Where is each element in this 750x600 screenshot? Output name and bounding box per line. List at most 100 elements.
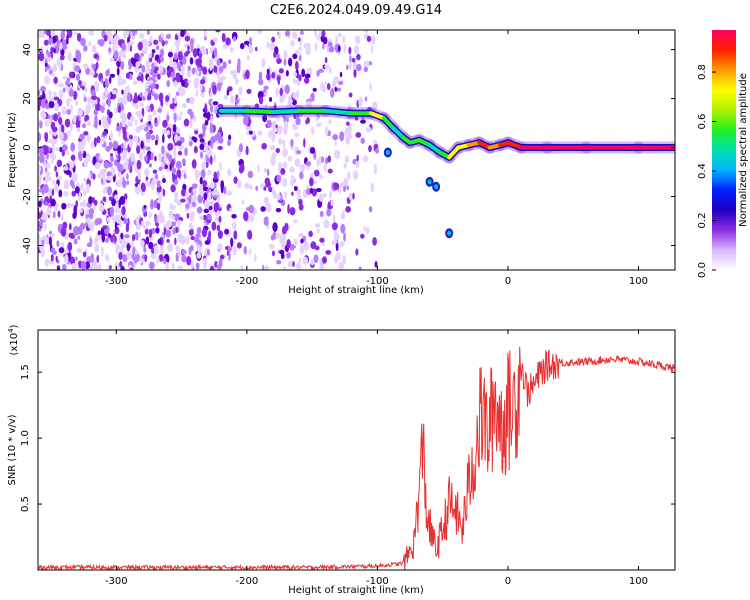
spectrogram-noise-cell bbox=[231, 214, 237, 219]
spectrogram-noise-cell bbox=[360, 233, 365, 239]
spectrogram-noise-cell bbox=[342, 35, 346, 44]
spectrogram-noise-cell bbox=[186, 255, 192, 266]
spectrogram-noise-cell bbox=[119, 210, 122, 217]
spectrogram-noise-cell bbox=[232, 221, 237, 231]
spectrogram-noise-cell bbox=[66, 77, 71, 83]
spectrogram-noise-cell bbox=[68, 232, 73, 238]
spectrogram-noise-cell bbox=[82, 251, 87, 258]
spectrogram-noise-cell bbox=[263, 85, 269, 90]
spectrogram-noise-cell bbox=[177, 115, 182, 121]
spectrogram-noise-cell bbox=[42, 90, 45, 101]
snr-y-tick-label: 1.0 bbox=[20, 430, 31, 446]
spectrogram-noise-cell bbox=[161, 40, 165, 47]
spectrogram-noise-cell bbox=[186, 212, 190, 219]
spectrogram-noise-cell bbox=[314, 223, 320, 228]
spectrogram-noise-cell bbox=[261, 142, 267, 150]
spectrogram-noise-cell bbox=[333, 182, 340, 190]
spectrogram-noise-cell bbox=[38, 200, 42, 208]
snr-x-tick-label: 100 bbox=[629, 576, 648, 587]
spectrogram-noise-cell bbox=[140, 239, 145, 248]
spectrogram-noise-cell bbox=[100, 136, 105, 145]
spectrogram-noise-cell bbox=[122, 162, 126, 170]
spectrogram-noise-cell bbox=[78, 80, 82, 86]
spectrogram-noise-cell bbox=[58, 82, 64, 88]
spectrogram-noise-cell bbox=[199, 215, 204, 220]
spectrogram-noise-cell bbox=[229, 207, 233, 212]
spectrogram-noise-cell bbox=[171, 214, 175, 220]
spectrogram-noise-cell bbox=[196, 252, 202, 259]
spectrogram-noise-cell bbox=[121, 42, 127, 52]
spectrogram-noise-cell bbox=[154, 60, 158, 67]
spectrogram-noise-cell bbox=[157, 108, 162, 113]
spectrogram-noise-cell bbox=[44, 132, 49, 143]
spectrogram-noise-cell bbox=[188, 119, 193, 129]
spectrogram-noise-cell bbox=[126, 173, 129, 181]
spectrogram-noise-cell bbox=[44, 258, 50, 267]
spectrogram-noise-cell bbox=[238, 165, 244, 174]
spectrogram-noise-cell bbox=[290, 138, 294, 147]
spectrogram-noise-cell bbox=[329, 190, 333, 199]
spectrogram-noise-cell bbox=[298, 198, 303, 206]
snr-background bbox=[38, 330, 675, 570]
spectrogram-noise-cell bbox=[217, 230, 223, 239]
spectrogram-noise-cell bbox=[58, 89, 64, 98]
spectrogram-noise-cell bbox=[292, 78, 297, 85]
spectrogram-noise-cell bbox=[307, 67, 313, 76]
spectrogram-noise-cell bbox=[212, 37, 218, 43]
spectrogram-noise-cell bbox=[183, 118, 190, 127]
spectrogram-noise-cell bbox=[243, 245, 247, 255]
spectrogram-noise-cell bbox=[310, 241, 317, 250]
spectrogram-noise-cell bbox=[142, 149, 146, 155]
spectrogram-noise-cell bbox=[110, 166, 116, 177]
spectrogram-noise-cell bbox=[119, 195, 126, 205]
spectrogram-noise-cell bbox=[93, 137, 97, 148]
spectrogram-noise-cell bbox=[271, 132, 276, 143]
spectrogram-noise-cell bbox=[241, 199, 245, 205]
spectrogram-noise-cell bbox=[338, 261, 345, 270]
spectrogram-noise-cell bbox=[173, 148, 177, 158]
spectrogram-noise-cell bbox=[309, 187, 314, 194]
spectrogram-noise-cell bbox=[54, 183, 59, 193]
spectrogram-noise-cell bbox=[258, 71, 263, 80]
ridge-segment bbox=[505, 140, 523, 150]
spectrogram-noise-cell bbox=[94, 162, 101, 170]
spectrogram-noise-cell bbox=[185, 191, 189, 198]
spectrogram-noise-cell bbox=[249, 184, 253, 191]
spectrogram-noise-cell bbox=[287, 57, 293, 67]
spectrogram-noise-cell bbox=[170, 221, 177, 227]
spectrogram-noise-cell bbox=[162, 177, 166, 184]
spectrogram-noise-cell bbox=[69, 256, 76, 265]
spectrogram-noise-cell bbox=[204, 103, 208, 112]
spectrogram-noise-cell bbox=[146, 30, 150, 36]
spectrogram-noise-cell bbox=[199, 184, 204, 194]
spectrogram-noise-cell bbox=[236, 242, 242, 249]
spectrogram-noise-cell bbox=[338, 185, 341, 195]
spectrogram-noise-cell bbox=[340, 182, 345, 188]
spectrogram-noise-cell bbox=[75, 182, 80, 188]
snr-multiplier-label: (x104) bbox=[7, 324, 20, 355]
spectrogram-noise-cell bbox=[98, 202, 105, 213]
spectrogram-noise-cell bbox=[38, 239, 42, 247]
spectrogram-noise-cell bbox=[63, 179, 70, 190]
spectrogram-noise-cell bbox=[73, 31, 78, 36]
spectrogram-noise-cell bbox=[57, 210, 61, 218]
spectrogram-noise-cell bbox=[153, 245, 159, 254]
spectrogram-noise-cell bbox=[291, 99, 297, 106]
spectrogram-y-tick-label: -20 bbox=[22, 188, 33, 204]
spectrogram-noise-cell bbox=[83, 96, 87, 102]
spectrogram-noise-cell bbox=[41, 112, 47, 120]
spectrogram-noise-cell bbox=[228, 251, 231, 262]
spectrogram-noise-cell bbox=[207, 192, 212, 200]
spectrogram-noise-cell bbox=[126, 242, 131, 252]
spectrogram-noise-cell bbox=[344, 155, 350, 164]
spectrogram-noise-cell bbox=[70, 142, 76, 152]
spectrogram-ridge bbox=[214, 104, 675, 239]
spectrogram-noise-cell bbox=[108, 233, 112, 238]
spectrogram-noise-cell bbox=[309, 177, 314, 187]
spectrogram-noise-cell bbox=[308, 230, 313, 238]
spectrogram-noise-cell bbox=[148, 241, 154, 250]
spectrogram-noise-cell bbox=[162, 128, 166, 136]
spectrogram-noise-cell bbox=[141, 220, 145, 228]
spectrogram-noise-cell bbox=[209, 92, 213, 98]
